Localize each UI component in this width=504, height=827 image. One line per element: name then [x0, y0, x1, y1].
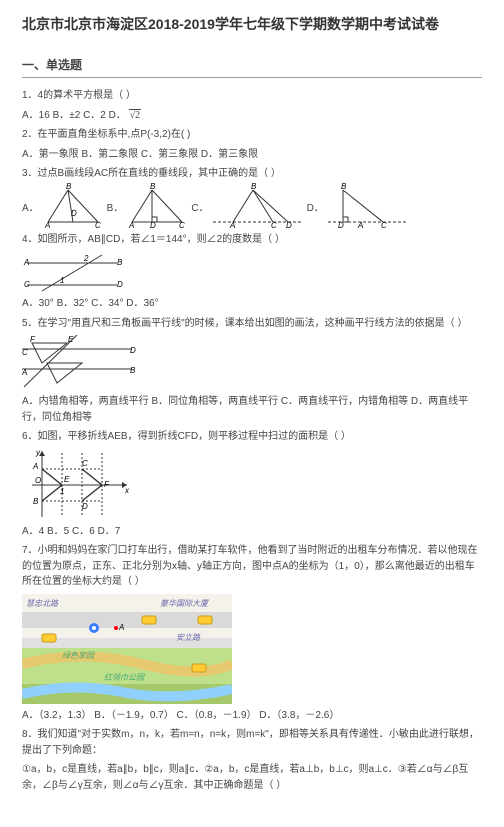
svg-text:C: C [82, 459, 88, 468]
svg-text:D: D [150, 221, 156, 230]
q7-map-figure: A 慧忠北路 豪华国际大厦 安立路 绿色家园 红领巾公园 [22, 594, 232, 704]
svg-text:D: D [338, 221, 344, 230]
q5-options: A．内错角相等，两直线平行 B．同位角相等，两直线平行 C．两直线平行，内错角相… [22, 394, 482, 425]
svg-text:C: C [22, 348, 28, 357]
section-rule [22, 77, 482, 78]
svg-text:豪华国际大厦: 豪华国际大厦 [160, 599, 210, 608]
svg-text:D: D [71, 209, 77, 218]
svg-text:红领巾公园: 红领巾公园 [104, 673, 145, 682]
svg-text:慧忠北路: 慧忠北路 [26, 599, 59, 608]
svg-text:B: B [150, 182, 156, 191]
q3-fig-c: ABCD [213, 186, 303, 228]
svg-text:D: D [117, 280, 123, 289]
q3-label-c: C． [191, 199, 208, 214]
svg-text:A: A [357, 221, 363, 230]
svg-text:C: C [24, 280, 30, 289]
q7-text: 7．小明和妈妈在家门口打车出行，借助某打车软件，他看到了当时附近的出租车分布情况… [22, 543, 482, 590]
q8-line1: ①a，b，c是直线，若a∥b，b∥c，则a∥c．②a，b，c是直线，若a⊥b，b… [22, 762, 482, 793]
q1-text: 1．4的算术平方根是（ ） [22, 88, 482, 104]
svg-text:A: A [118, 623, 124, 632]
q3-label-b: B． [107, 199, 124, 214]
svg-text:E: E [64, 475, 70, 484]
svg-text:O: O [35, 476, 41, 485]
q3-text: 3．过点B画线段AC所在直线的垂线段，其中正确的是（ ） [22, 166, 482, 182]
svg-text:1: 1 [60, 276, 64, 285]
q3-fig-b: ABCD [127, 186, 187, 228]
svg-text:x: x [124, 486, 130, 495]
svg-text:2: 2 [83, 254, 89, 263]
q7-options: A．（3.2，1.3） B．（－1.9，0.7） C．（0.8，－1.9） D．… [22, 708, 482, 724]
q3-figures: A． ABCD B． ABCD C． ABCD D． [22, 186, 482, 228]
q4-figure: A B C D 2 1 [22, 251, 142, 293]
svg-text:B: B [66, 182, 72, 191]
page-title: 北京市北京市海淀区2018-2019学年七年级下学期数学期中考试试卷 [22, 14, 482, 34]
svg-text:B: B [251, 182, 257, 191]
svg-text:C: C [381, 221, 387, 230]
q5-figure: FE CD AB [22, 335, 142, 391]
svg-text:B: B [130, 366, 136, 375]
svg-text:D: D [82, 502, 88, 511]
svg-text:A: A [32, 462, 38, 471]
svg-text:A: A [229, 221, 235, 230]
q6-options: A．4 B．5 C．6 D．7 [22, 524, 482, 540]
q5-text: 5．在学习"用直尺和三角板画平行线"的时候，课本给出如图的画法，这种画平行线方法… [22, 316, 482, 332]
svg-text:A: A [23, 258, 29, 267]
q4-options: A．30° B．32° C．34° D．36° [22, 296, 482, 312]
svg-text:B: B [117, 258, 123, 267]
svg-text:B: B [341, 182, 347, 191]
q2-options: A．第一象限 B．第二象限 C．第三象限 D．第三象限 [22, 147, 482, 163]
svg-text:E: E [68, 335, 74, 344]
q3-label-d: D． [307, 199, 324, 214]
svg-text:A: A [22, 368, 27, 377]
q3-label-a: A． [22, 199, 39, 214]
q3-fig-d: BDAC [328, 186, 408, 228]
sqrt-symbol: √2 [129, 109, 142, 121]
q6-text: 6．如图，平移折线AEB，得到折线CFD，则平移过程中扫过的面积是（ ） [22, 429, 482, 445]
svg-text:A: A [128, 221, 134, 230]
q1-opts-prefix: A．16 B．±2 C．2 D． [22, 110, 126, 121]
svg-text:C: C [271, 221, 277, 230]
svg-text:安立路: 安立路 [176, 633, 201, 642]
q1-options: A．16 B．±2 C．2 D． √2 [22, 108, 482, 124]
svg-text:C: C [179, 221, 185, 230]
q6-figure: AEB CFD O1 xy [22, 449, 132, 521]
svg-text:B: B [33, 497, 39, 506]
svg-text:A: A [44, 221, 50, 230]
svg-text:D: D [130, 346, 136, 355]
q4-text: 4．如图所示，AB∥CD，若∠1＝144°，则∠2的度数是（ ） [22, 232, 482, 248]
q8-text: 8．我们知道"对于实数m，n，k，若m=n，n=k，则m=k"，即相等关系具有传… [22, 727, 482, 758]
q2-text: 2．在平面直角坐标系中,点P(-3,2)在( ) [22, 127, 482, 143]
svg-text:C: C [95, 221, 101, 230]
svg-text:D: D [286, 221, 292, 230]
q3-fig-a: ABCD [43, 186, 103, 228]
section-heading: 一、单选题 [22, 56, 482, 73]
svg-text:1: 1 [60, 487, 64, 496]
svg-text:绿色家园: 绿色家园 [62, 651, 95, 660]
